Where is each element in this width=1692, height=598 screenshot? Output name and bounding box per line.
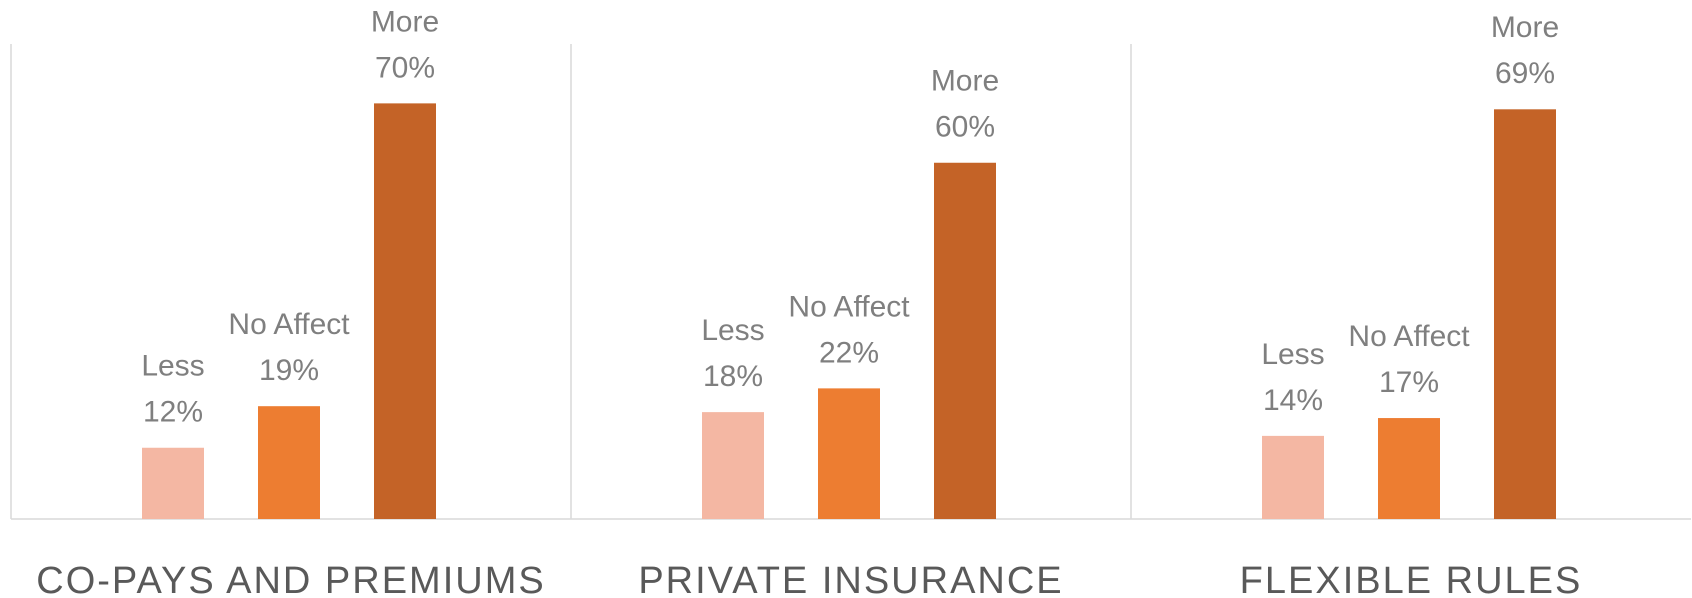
bar [374,103,436,519]
bar [1378,418,1440,519]
bar [818,388,880,519]
category-label: FLEXIBLE RULES [1240,560,1583,598]
data-label: 69% [1495,57,1555,90]
data-label: 70% [375,51,435,84]
bar [934,162,996,519]
data-label-name: More [931,65,999,98]
bar [1494,109,1556,519]
bar [1262,435,1324,519]
bar [702,412,764,519]
data-label-name: No Affect [788,290,910,323]
data-label: 14% [1263,384,1323,417]
data-label: 19% [259,354,319,387]
data-label-name: No Affect [1348,320,1470,353]
data-label: 18% [703,360,763,393]
bar [142,447,204,519]
data-label: 17% [1379,366,1439,399]
data-label-name: More [371,5,439,38]
data-label-name: Less [701,314,764,347]
data-label-name: Less [1261,338,1324,371]
data-label-name: Less [141,350,204,383]
data-label: 60% [935,111,995,144]
bar [258,406,320,519]
data-label: 22% [819,336,879,369]
category-label: CO-PAYS AND PREMIUMS [36,560,545,598]
category-label: PRIVATE INSURANCE [638,560,1063,598]
data-label: 12% [143,396,203,429]
data-label-name: More [1491,11,1559,44]
data-label-name: No Affect [228,308,350,341]
